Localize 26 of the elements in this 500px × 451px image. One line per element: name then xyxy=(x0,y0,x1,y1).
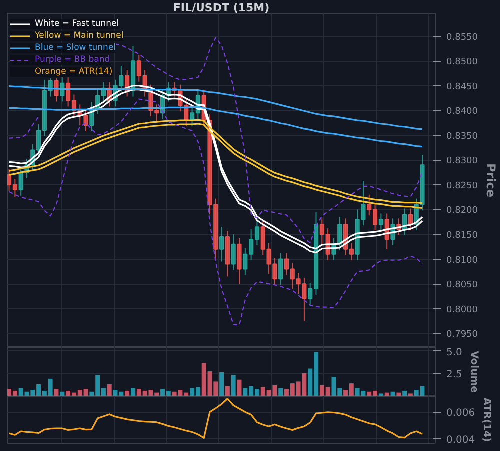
chart-title: FIL/USDT (15M) xyxy=(173,2,270,14)
y-tick-label: 0.8350 xyxy=(446,132,478,142)
text: Orange = ATR(14) xyxy=(35,67,113,77)
y-axis-title: ATR(14) xyxy=(481,398,492,442)
y-tick-label: 0.8200 xyxy=(446,206,478,216)
y-axis-title: Volume xyxy=(468,351,480,394)
y-axis-title: Price xyxy=(484,163,498,198)
y-tick-label: 5.0 xyxy=(446,348,462,358)
y-tick-label: 0.8400 xyxy=(446,107,478,118)
y-tick-label: 0.8500 xyxy=(446,58,478,68)
legend-label: Yellow = Main tunnel xyxy=(35,31,124,41)
y-tick-label: 0.8450 xyxy=(446,82,478,92)
y-tick-label: 0.8150 xyxy=(446,231,478,242)
y-tick-label: 0.8100 xyxy=(446,256,478,266)
y-tick-label: 0.7950 xyxy=(446,330,478,340)
legend-label: Purple = BB band xyxy=(35,55,110,65)
y-tick-label: 0.8550 xyxy=(446,32,478,43)
y-tick-label: 2.5 xyxy=(446,369,462,380)
legend-label: Blue = Slow tunnel xyxy=(35,43,116,53)
legend-label: White = Fast tunnel xyxy=(35,19,120,29)
y-tick-label: 0.004 xyxy=(446,434,476,446)
y-tick-label: 0.8050 xyxy=(446,280,478,291)
y-tick-label: 0.8000 xyxy=(446,305,478,316)
y-tick-label: 0.8300 xyxy=(446,156,478,167)
y-tick-label: 0.006 xyxy=(446,408,476,420)
y-tick-label: 0.8250 xyxy=(446,181,478,192)
